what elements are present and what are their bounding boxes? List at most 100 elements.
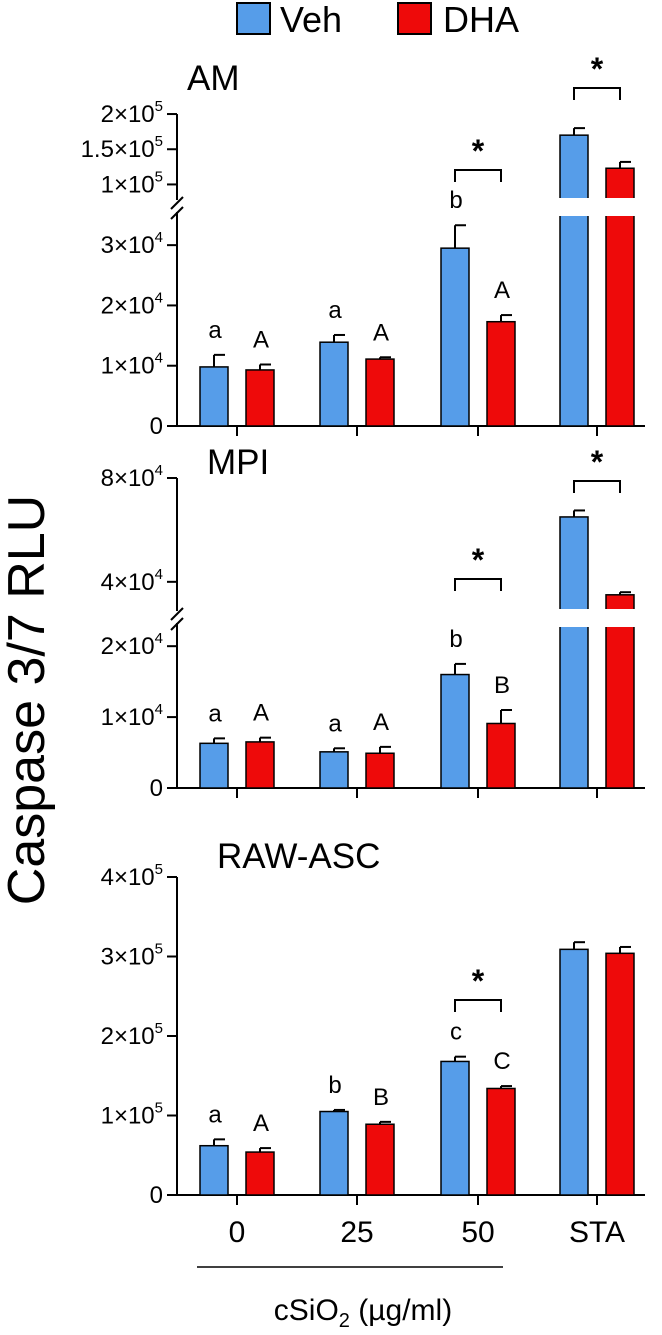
break-gap [557,198,637,216]
bar-veh-0 [199,366,229,427]
y-tick-label-exponent: 5 [155,1020,163,1037]
y-tick-label: 0 [150,775,163,802]
x-axis-title-main: cSiO [274,1294,339,1327]
significance-star: * [472,542,485,578]
y-tick-label-mantissa: 0 [150,1182,163,1209]
group-letter: A [373,709,389,736]
bracket-line [573,480,621,493]
x-axis-title-sub: 2 [339,1310,350,1332]
y-tick-label-mantissa: 8×10 [101,465,155,492]
bars: a a b A A A [199,127,635,427]
y-tick-label: 2×105 [101,98,163,128]
legend-label-veh: Veh [280,0,342,40]
y-tick-label: 2×104 [101,289,163,319]
y-tick-label-mantissa: 1.5×10 [81,136,155,163]
group-letter: A [253,700,269,727]
group-letter: a [208,700,222,727]
x-tick-label: STA [569,1216,625,1249]
bar-veh-sta [559,134,589,427]
y-tick-label: 1.5×105 [81,133,163,163]
significance-star: * [591,444,604,480]
break-gap [557,609,637,627]
bar-veh-sta [559,516,589,789]
y-tick-label: 4×104 [101,566,163,596]
group-letter: c [450,1019,462,1046]
y-tick-label-exponent: 4 [155,566,163,583]
axis-break-mark [170,196,184,210]
bar-veh-50 [440,247,470,427]
y-tick-label: 4×105 [101,861,163,891]
y-tick-label-mantissa: 2×10 [101,292,155,319]
group-letter: a [328,710,342,737]
bar-veh-50 [440,1060,470,1196]
bar-veh-0 [199,1144,229,1196]
bracket-line [454,999,502,1012]
group-letter: a [208,317,222,344]
y-tick-label-mantissa: 0 [150,775,163,802]
legend-swatch-veh [236,2,271,35]
significance-bracket: * [573,51,621,100]
x-axis-title-units: (µg/ml) [350,1294,452,1327]
group-letter: C [493,1048,510,1075]
y-axis-label: Caspase 3/7 RLU [0,495,56,905]
y-tick-label-exponent: 5 [155,861,163,878]
bar-dha-sta [605,952,635,1196]
bar-veh-sta [559,948,589,1196]
x-tick-label: 0 [229,1216,246,1249]
y-tick-label-mantissa: 2×10 [101,101,155,128]
significance-bracket: * [454,963,502,1012]
y-tick-label-exponent: 4 [155,701,163,718]
significance-star: * [472,133,485,169]
group-letter: A [253,327,269,354]
bars: a a b A A B [199,509,635,789]
bar-dha-0 [245,741,275,789]
group-letter: b [328,1072,341,1099]
group-letter: b [449,626,462,653]
significance-star: * [591,51,604,87]
bracket-line [454,578,502,591]
y-tick-label-mantissa: 1×10 [101,1103,155,1130]
y-tick-label: 2×105 [101,1020,163,1050]
group-letter: A [494,277,510,304]
y-tick-label: 3×104 [101,229,163,259]
y-tick-label: 2×104 [101,630,163,660]
bars: a b c A B C [199,941,635,1196]
y-tick-label-exponent: 4 [155,350,163,367]
group-letter: a [328,297,342,324]
y-tick-label-exponent: 4 [155,630,163,647]
y-tick-label-mantissa: 3×10 [101,232,155,259]
x-axis-title: cSiO2 (µg/ml) [274,1294,452,1332]
y-tick-label-mantissa: 4×10 [101,864,155,891]
bar-veh-25 [319,341,349,427]
axis-break-mark [170,607,184,621]
group-letter: A [373,319,389,346]
legend-label-dha: DHA [443,0,519,40]
y-tick-label-mantissa: 3×10 [101,944,155,971]
group-letter: B [494,672,510,699]
bar-dha-0 [245,369,275,427]
x-tick-label: 50 [461,1216,494,1249]
legend-swatch-dha [397,2,432,35]
bar-veh-25 [319,751,349,789]
y-tick-label-exponent: 5 [155,133,163,150]
y-tick-label-mantissa: 4×10 [101,569,155,596]
bar-dha-50 [486,722,516,789]
y-tick-label-mantissa: 0 [150,413,163,440]
y-tick-label-exponent: 5 [155,1100,163,1117]
bar-dha-50 [486,320,516,427]
y-tick-label: 1×104 [101,701,163,731]
y-tick-label-mantissa: 1×10 [101,353,155,380]
y-tick-label-exponent: 5 [155,941,163,958]
bar-dha-50 [486,1087,516,1196]
y-tick-label: 0 [150,1182,163,1209]
axis-break-mark [170,617,184,631]
bracket-line [454,169,502,182]
y-tick-label-exponent: 5 [155,168,163,185]
legend: Veh DHA [236,0,519,40]
significance-bracket: * [454,542,502,591]
bar-dha-25 [365,752,395,789]
